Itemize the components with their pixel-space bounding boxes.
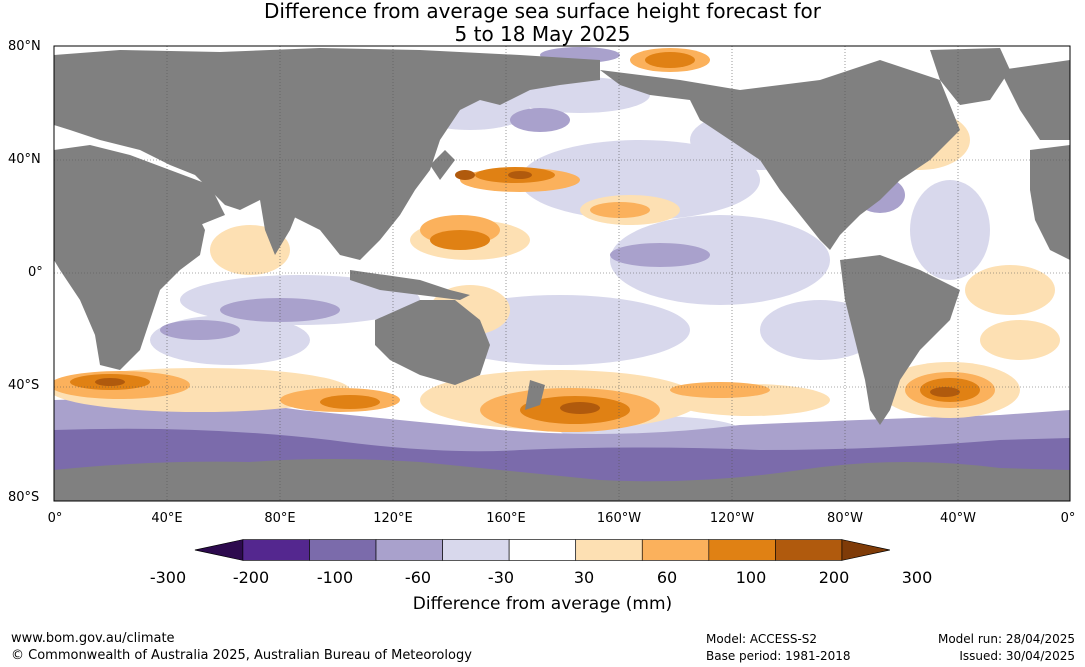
- colorbar-extend-high: [841, 539, 891, 561]
- lon-label-80w: 80°W: [827, 511, 863, 526]
- anomaly-very-strong-positive: [95, 170, 960, 414]
- lon-label-80e: 80°E: [264, 511, 296, 526]
- australia: [375, 300, 490, 385]
- footer-website: www.bom.gov.au/climate: [11, 631, 175, 646]
- europe-right: [1000, 60, 1070, 140]
- colorbar-tick-label: -60: [404, 568, 432, 587]
- colorbar-tick-label: 30: [573, 568, 595, 587]
- lat-label-0: 0°: [28, 265, 43, 280]
- colorbar-tick-label: 100: [735, 568, 767, 587]
- indonesia: [350, 270, 470, 300]
- map-title: Difference from average sea surface heig…: [0, 0, 1085, 46]
- africa: [54, 145, 205, 370]
- eurasia: [54, 48, 600, 260]
- colorbar-segment: [775, 539, 843, 561]
- colorbar-tick-label: 60: [656, 568, 678, 587]
- colorbar: [194, 539, 891, 561]
- colorbar-tick-label: 300: [901, 568, 933, 587]
- colorbar-tick-label: -200: [232, 568, 270, 587]
- new-zealand: [525, 380, 545, 410]
- west-africa-right: [1030, 145, 1070, 260]
- colorbar-tick-label: 200: [818, 568, 850, 587]
- lat-label-40n: 40°N: [8, 152, 41, 167]
- colorbar-segment: [309, 539, 377, 561]
- lat-label-80n: 80°N: [8, 39, 41, 54]
- lon-label-40w: 40°W: [940, 511, 976, 526]
- title-line-1: Difference from average sea surface heig…: [263, 0, 822, 23]
- greenland: [930, 48, 1010, 105]
- colorbar-tick-label: -30: [487, 568, 515, 587]
- lon-label-0-left: 0°: [47, 511, 63, 526]
- lon-label-160e: 160°E: [486, 511, 526, 526]
- footer-issued: Issued: 30/04/2025: [959, 649, 1075, 663]
- colorbar-tick-label: -300: [149, 568, 187, 587]
- colorbar-segment: [708, 539, 776, 561]
- lon-label-120w: 120°W: [709, 511, 755, 526]
- lon-label-40e: 40°E: [151, 511, 183, 526]
- colorbar-segment: [375, 539, 443, 561]
- north-america: [600, 60, 960, 250]
- lon-label-160w: 160°W: [596, 511, 642, 526]
- antarctica: [54, 459, 1070, 501]
- colorbar-segment: [575, 539, 643, 561]
- lat-label-80s: 80°S: [8, 490, 40, 505]
- colorbar-extend-low: [194, 539, 244, 561]
- lon-label-120e: 120°E: [373, 511, 413, 526]
- arabia: [170, 170, 225, 225]
- colorbar-segment: [242, 539, 310, 561]
- lon-label-0-right: 0°: [1060, 511, 1076, 526]
- footer-base-period: Base period: 1981-2018: [706, 649, 851, 663]
- colorbar-segment: [508, 539, 577, 561]
- title-line-2: 5 to 18 May 2025: [454, 22, 631, 46]
- colorbar-tick-label: -100: [316, 568, 354, 587]
- colorbar-segment: [641, 539, 710, 561]
- footer-model: Model: ACCESS-S2: [706, 632, 818, 646]
- footer-model-run: Model run: 28/04/2025: [937, 632, 1075, 646]
- land-masses: [54, 48, 1070, 501]
- lat-label-40s: 40°S: [8, 378, 40, 393]
- india: [260, 200, 300, 255]
- sea-height-map: [53, 45, 1071, 502]
- colorbar-title: Difference from average (mm): [412, 594, 673, 614]
- japan: [430, 150, 455, 180]
- colorbar-segment: [442, 539, 510, 561]
- south-america: [840, 255, 960, 425]
- footer-copyright: © Commonwealth of Australia 2025, Austra…: [11, 648, 472, 663]
